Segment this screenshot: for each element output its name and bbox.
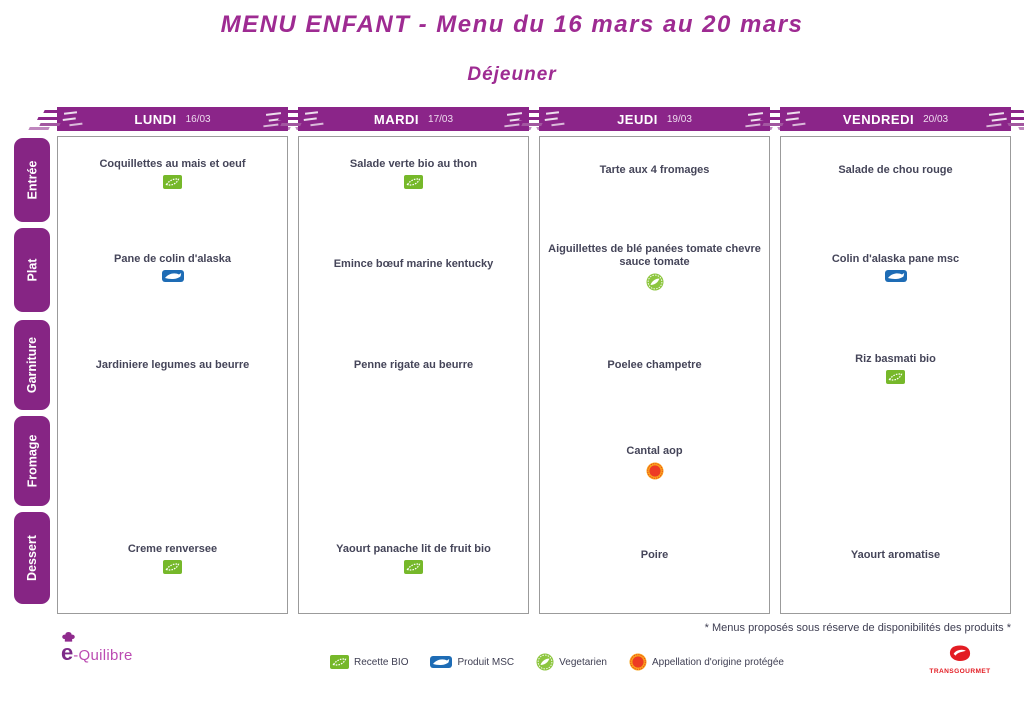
bio-leaf-icon: [404, 174, 423, 189]
menu-item-plat: Emince bœuf marine kentucky: [333, 257, 494, 270]
brush-decoration: [545, 111, 560, 115]
menu-item-entree: Coquillettes au mais et oeuf: [64, 143, 281, 203]
msc-fish-icon: [884, 269, 907, 282]
day-panel-mardi: Salade verte bio au thon Emince bœuf mar…: [298, 136, 529, 614]
menu-item-dessert: Poire: [640, 548, 669, 561]
category-label-dessert: Dessert: [14, 512, 50, 604]
day-header-mardi: MARDI 17/03: [298, 107, 529, 131]
category-label-fromage: Fromage: [14, 416, 50, 506]
item-icon: [404, 174, 423, 189]
vegetarian-icon: [536, 653, 554, 671]
transgourmet-mark-icon: [949, 645, 971, 661]
menu-item-fromage: Cantal aop: [546, 432, 763, 492]
day-panel-vendredi: Salade de chou rouge Colin d'alaska pane…: [780, 136, 1011, 614]
menu-item-plat: Aiguillettes de blé panées tomate chevre…: [546, 237, 763, 297]
day-date: 20/03: [923, 113, 949, 125]
day-header-vendredi: VENDREDI 20/03: [780, 107, 1011, 131]
aop-icon: [629, 653, 647, 671]
item-icon: [163, 559, 182, 574]
day-name: JEUDI: [617, 111, 658, 127]
day-column-lundi: LUNDI 16/03 Coquillettes au mais et oeuf…: [57, 107, 288, 614]
menu-item-fromage: [305, 432, 522, 492]
day-name: VENDREDI: [842, 111, 915, 127]
item-icon: [884, 269, 907, 282]
day-date: 16/03: [185, 113, 211, 125]
day-column-jeudi: JEUDI 19/03 Tarte aux 4 fromages Aiguill…: [539, 107, 770, 614]
item-icon: [886, 369, 905, 384]
bio-leaf-icon: [330, 655, 349, 669]
bio-leaf-icon: [163, 559, 182, 574]
day-date: 19/03: [666, 113, 692, 125]
menu-item-plat: Pane de colin d'alaska: [64, 237, 281, 297]
legend-item-bio: Recette BIO: [330, 655, 408, 669]
day-column-mardi: MARDI 17/03 Salade verte bio au thon Emi…: [298, 107, 529, 614]
menu-item-fromage: [64, 432, 281, 492]
menu-item-dessert: Yaourt panache lit de fruit bio: [305, 528, 522, 588]
aop-icon: [629, 653, 647, 671]
item-icon: [161, 269, 184, 282]
meal-subtitle: Déjeuner: [467, 64, 557, 85]
bio-leaf-icon: [163, 174, 182, 189]
legend: Recette BIO Produit MSC Vegetarien Appel…: [330, 653, 784, 671]
vegetarian-icon: [646, 273, 663, 291]
availability-note: * Menus proposés sous réserve de disponi…: [704, 622, 1011, 634]
equilibre-logo-e: e: [61, 640, 74, 665]
aop-icon: [646, 462, 663, 479]
brush-decoration: [988, 112, 1005, 116]
chef-hat-icon: [62, 632, 75, 642]
brush-decoration: [304, 111, 319, 115]
legend-item-vegetarien: Vegetarien: [536, 653, 607, 671]
day-name: MARDI: [373, 111, 420, 127]
menu-item-garniture: Poelee champetre: [607, 358, 702, 371]
category-label-garniture: Garniture: [14, 320, 50, 410]
brush-decoration: [747, 112, 764, 116]
msc-fish-icon: [430, 656, 453, 668]
menu-item-fromage: [787, 432, 1004, 492]
item-icon: [646, 273, 664, 291]
day-header-lundi: LUNDI 16/03: [57, 107, 288, 131]
menu-item-entree: Salade verte bio au thon: [305, 143, 522, 203]
transgourmet-logo-text: TRANSGOURMET: [929, 668, 991, 675]
day-column-vendredi: VENDREDI 20/03 Salade de chou rouge Coli…: [780, 107, 1011, 614]
legend-item-aop: Appellation d'origine protégée: [629, 653, 784, 671]
category-label-plat: Plat: [14, 228, 50, 312]
msc-fish-icon: [430, 656, 453, 668]
msc-fish-icon: [161, 269, 184, 282]
day-panel-jeudi: Tarte aux 4 fromages Aiguillettes de blé…: [539, 136, 770, 614]
menu-item-dessert: Yaourt aromatise: [850, 548, 941, 561]
day-date: 17/03: [428, 113, 454, 125]
menu-item-dessert: Creme renversee: [64, 528, 281, 588]
bio-leaf-icon: [886, 369, 905, 384]
day-header-jeudi: JEUDI 19/03: [539, 107, 770, 131]
transgourmet-logo: TRANSGOURMET: [928, 645, 992, 675]
menu-item-plat: Colin d'alaska pane msc: [787, 237, 1004, 297]
brush-decoration: [63, 111, 78, 115]
equilibre-logo-text: -Quilibre: [73, 647, 133, 664]
menu-item-garniture: Riz basmati bio: [787, 338, 1004, 398]
day-name: LUNDI: [134, 111, 177, 127]
item-icon: [404, 559, 423, 574]
bio-leaf-icon: [404, 559, 423, 574]
brush-decoration: [786, 111, 801, 115]
day-panel-lundi: Coquillettes au mais et oeuf Pane de col…: [57, 136, 288, 614]
vegetarian-icon: [536, 653, 554, 671]
item-icon: [646, 462, 664, 480]
bio-leaf-icon: [330, 655, 349, 669]
menu-item-entree: Salade de chou rouge: [838, 163, 953, 176]
brush-decoration: [506, 112, 523, 116]
equilibre-logo: e -Quilibre: [61, 632, 133, 665]
category-label-entree: Entrée: [14, 138, 50, 222]
menu-item-garniture: Penne rigate au beurre: [353, 358, 474, 371]
page-title: MENU ENFANT - Menu du 16 mars au 20 mars: [220, 11, 804, 38]
item-icon: [163, 174, 182, 189]
brush-decoration: [265, 112, 282, 116]
menu-item-entree: Tarte aux 4 fromages: [599, 163, 710, 176]
legend-item-msc: Produit MSC: [430, 656, 514, 668]
menu-item-garniture: Jardiniere legumes au beurre: [95, 358, 250, 371]
